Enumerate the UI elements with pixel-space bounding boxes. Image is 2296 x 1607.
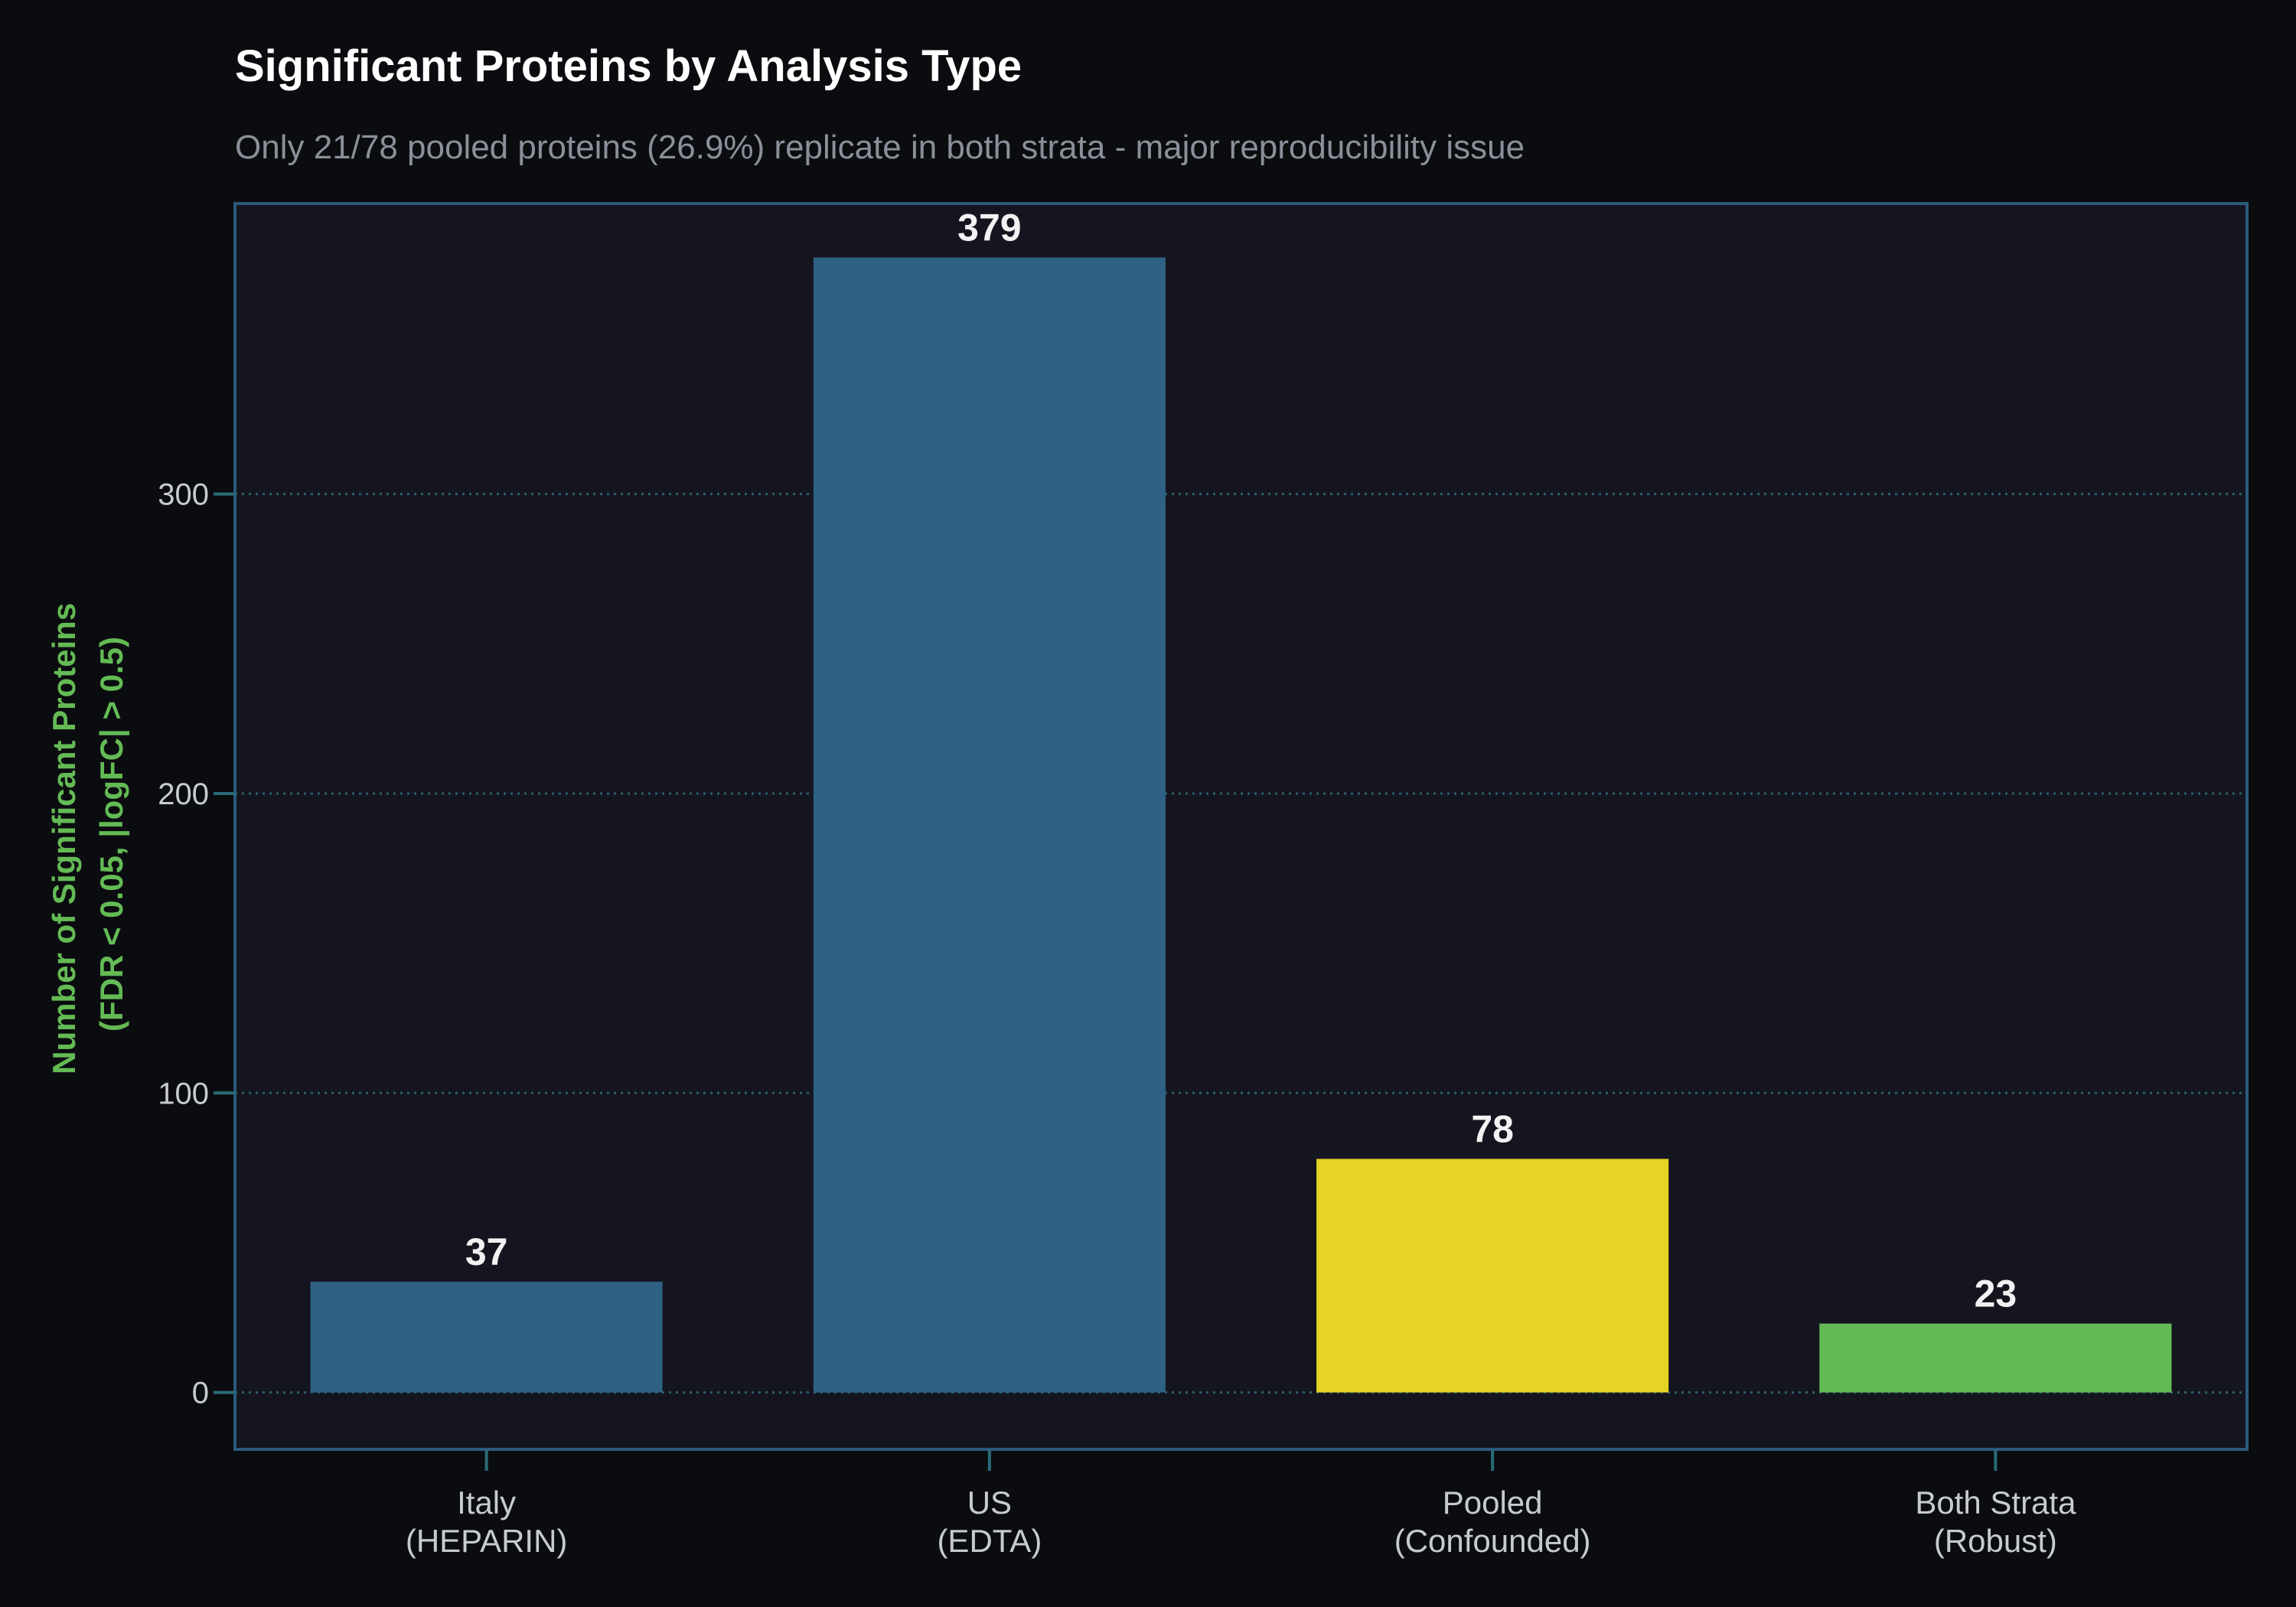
bar-1 [813,257,1166,1393]
y-axis-label-line-1: Number of Significant Proteins [46,603,82,1074]
x-tick-label-1: US (EDTA) [937,1485,1042,1559]
x-tick-label-3: Both Strata (Robust) [1915,1485,2076,1559]
x-tick-label-3-line-1: (Robust) [1934,1523,2057,1559]
bar-2 [1316,1159,1669,1393]
x-tick-label-2-line-0: Pooled [1443,1485,1543,1521]
bar-value-label-3: 23 [1975,1273,2017,1315]
bar-value-label-0: 37 [465,1231,508,1273]
gridlines [235,493,2247,1394]
bar-value-label-1: 379 [957,206,1021,249]
plot-area [235,204,2247,1449]
y-tick-label-200: 200 [158,777,209,811]
x-tick-label-3-line-0: Both Strata [1915,1485,2076,1521]
y-tick-label-300: 300 [158,478,209,512]
y-axis-label: Number of Significant Proteins (FDR < 0.… [46,594,130,1074]
y-tick-label-100: 100 [158,1077,209,1110]
bar-0 [310,1281,663,1393]
bar-value-label-2: 78 [1471,1107,1514,1150]
x-tick-label-1-line-0: US [967,1485,1012,1521]
x-axis-ticks: Italy (HEPARIN) US (EDTA) Pooled (Confounded)… [406,1449,2076,1559]
x-tick-label-1-line-1: (EDTA) [937,1523,1042,1559]
y-tick-label-0: 0 [192,1377,209,1410]
bar-3 [1819,1323,2172,1393]
x-tick-label-0-line-1: (HEPARIN) [406,1523,568,1559]
bars [310,257,2172,1393]
y-axis-label-line-2: (FDR < 0.05, |logFC| > 0.5) [93,637,130,1032]
chart-title: Significant Proteins by Analysis Type [235,41,1022,91]
chart-subtitle: Only 21/78 pooled proteins (26.9%) repli… [235,129,1525,166]
bar-value-labels: 37 379 78 23 [465,206,2017,1315]
x-tick-label-0: Italy (HEPARIN) [406,1485,568,1559]
x-tick-label-0-line-0: Italy [457,1485,516,1521]
y-axis-ticks: 0 100 200 300 [158,478,235,1410]
x-tick-label-2-line-1: (Confounded) [1394,1523,1591,1559]
plot-frame [233,202,2249,1451]
x-tick-label-2: Pooled (Confounded) [1394,1485,1591,1559]
